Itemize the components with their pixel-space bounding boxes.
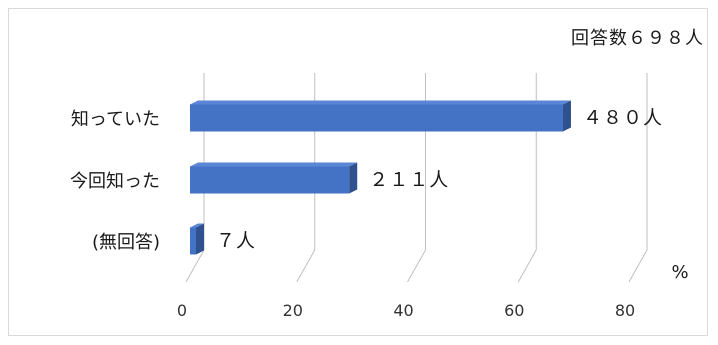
respondents-note: 回答数６９８人 xyxy=(571,28,704,49)
bar-top-face xyxy=(190,223,204,228)
x-tick-label: 20 xyxy=(283,301,303,320)
category-label: 今回知った xyxy=(70,171,160,192)
unit-label: % xyxy=(671,262,688,283)
chart-frame xyxy=(8,8,708,336)
x-tick-label: 0 xyxy=(177,301,187,320)
x-tick-label: 60 xyxy=(504,301,524,320)
bar xyxy=(190,166,350,194)
gridline-floor xyxy=(628,249,648,283)
gridline-floor xyxy=(517,249,537,283)
gridline-floor xyxy=(407,249,426,283)
bar-side-face xyxy=(562,100,571,132)
bar-top-face xyxy=(190,162,358,167)
gridline-floor xyxy=(296,249,316,283)
bar xyxy=(190,227,196,255)
x-tick-label: 80 xyxy=(615,301,635,320)
category-label: 知っていた xyxy=(71,109,160,130)
data-label: ４８０人 xyxy=(583,107,663,129)
data-label: ２１１人 xyxy=(369,169,449,191)
data-label: ７人 xyxy=(216,230,256,252)
gridline-floor xyxy=(185,249,205,283)
bar xyxy=(190,104,563,132)
bar-side-face xyxy=(196,223,204,255)
x-tick-label: 40 xyxy=(393,301,413,320)
bar-side-face xyxy=(349,162,358,194)
category-label: (無回答) xyxy=(92,232,160,253)
bar-top-face xyxy=(190,100,571,105)
